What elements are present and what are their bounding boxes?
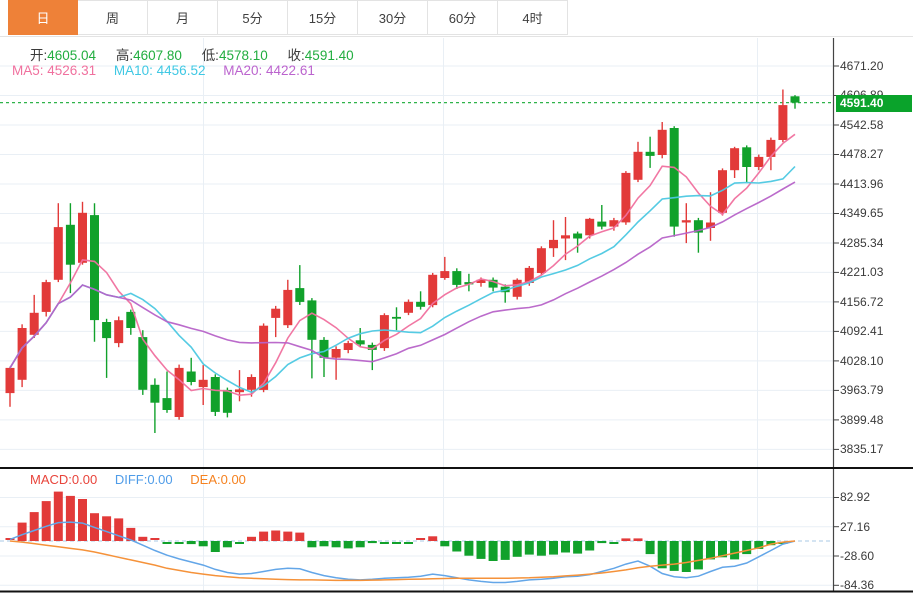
diff-value-label: DIFF:0.00 [114, 472, 173, 487]
tab-日[interactable]: 日 [8, 0, 78, 35]
price-axis-label: 4349.65 [840, 206, 884, 220]
price-axis-label: 4028.10 [840, 354, 884, 368]
price-axis-label: 4221.03 [840, 265, 884, 279]
high-value: 4607.80 [133, 48, 182, 63]
macd-axis-label: 82.92 [840, 490, 871, 504]
low-value: 4578.10 [218, 48, 268, 63]
high-label: 高: [115, 48, 134, 63]
macd-axis-label: -84.36 [840, 578, 875, 592]
open-label: 开: [30, 48, 48, 63]
chart-svg[interactable] [0, 37, 913, 600]
price-axis-label: 4156.72 [840, 295, 884, 309]
tab-60分[interactable]: 60分 [428, 0, 498, 35]
low-label: 低: [201, 48, 219, 63]
macd-axis-label: -28.60 [840, 549, 875, 563]
price-axis-label: 4092.41 [840, 324, 884, 338]
ma5-legend: MA5: 4526.31 [12, 63, 97, 78]
open-value: 4605.04 [47, 48, 97, 63]
tab-15分[interactable]: 15分 [288, 0, 358, 35]
tab-4时[interactable]: 4时 [498, 0, 568, 35]
price-axis-label: 3899.48 [840, 413, 884, 427]
price-axis-label: 4542.58 [840, 118, 884, 132]
price-axis-label: 4413.96 [840, 177, 884, 191]
ma-legend: MA5: 4526.31 MA10: 4456.52 MA20: 4422.61 [12, 63, 315, 78]
ma20-legend: MA20: 4422.61 [223, 63, 315, 78]
tab-5分[interactable]: 5分 [218, 0, 288, 35]
macd-value-label: MACD:0.00 [30, 472, 98, 487]
timeframe-toolbar: 日周月 5分 15分 30分 60分 4时 [0, 0, 913, 37]
price-axis-label: 4478.27 [840, 147, 884, 161]
close-label: 收: [287, 48, 305, 63]
close-value: 4591.40 [304, 48, 354, 63]
chart-canvas[interactable]: 开:4605.04 高:4607.80 低:4578.10 收:4591.40 … [0, 37, 913, 600]
tab-周[interactable]: 周 [78, 0, 148, 35]
dea-value-label: DEA:0.00 [190, 472, 246, 487]
ma10-legend: MA10: 4456.52 [113, 63, 206, 78]
price-axis-label: 4671.20 [840, 59, 884, 73]
macd-legend: MACD:0.00 DIFF:0.00 DEA:0.00 [30, 472, 246, 487]
price-axis-label: 4285.34 [840, 236, 884, 250]
price-axis-label: 3963.79 [840, 383, 884, 397]
current-price-badge: 4591.40 [836, 95, 912, 112]
tab-30分[interactable]: 30分 [358, 0, 428, 35]
tab-月[interactable]: 月 [148, 0, 218, 35]
price-axis-label: 3835.17 [840, 442, 884, 456]
ohlc-info: 开:4605.04 高:4607.80 低:4578.10 收:4591.40 [30, 44, 370, 64]
macd-axis-label: 27.16 [840, 520, 871, 534]
